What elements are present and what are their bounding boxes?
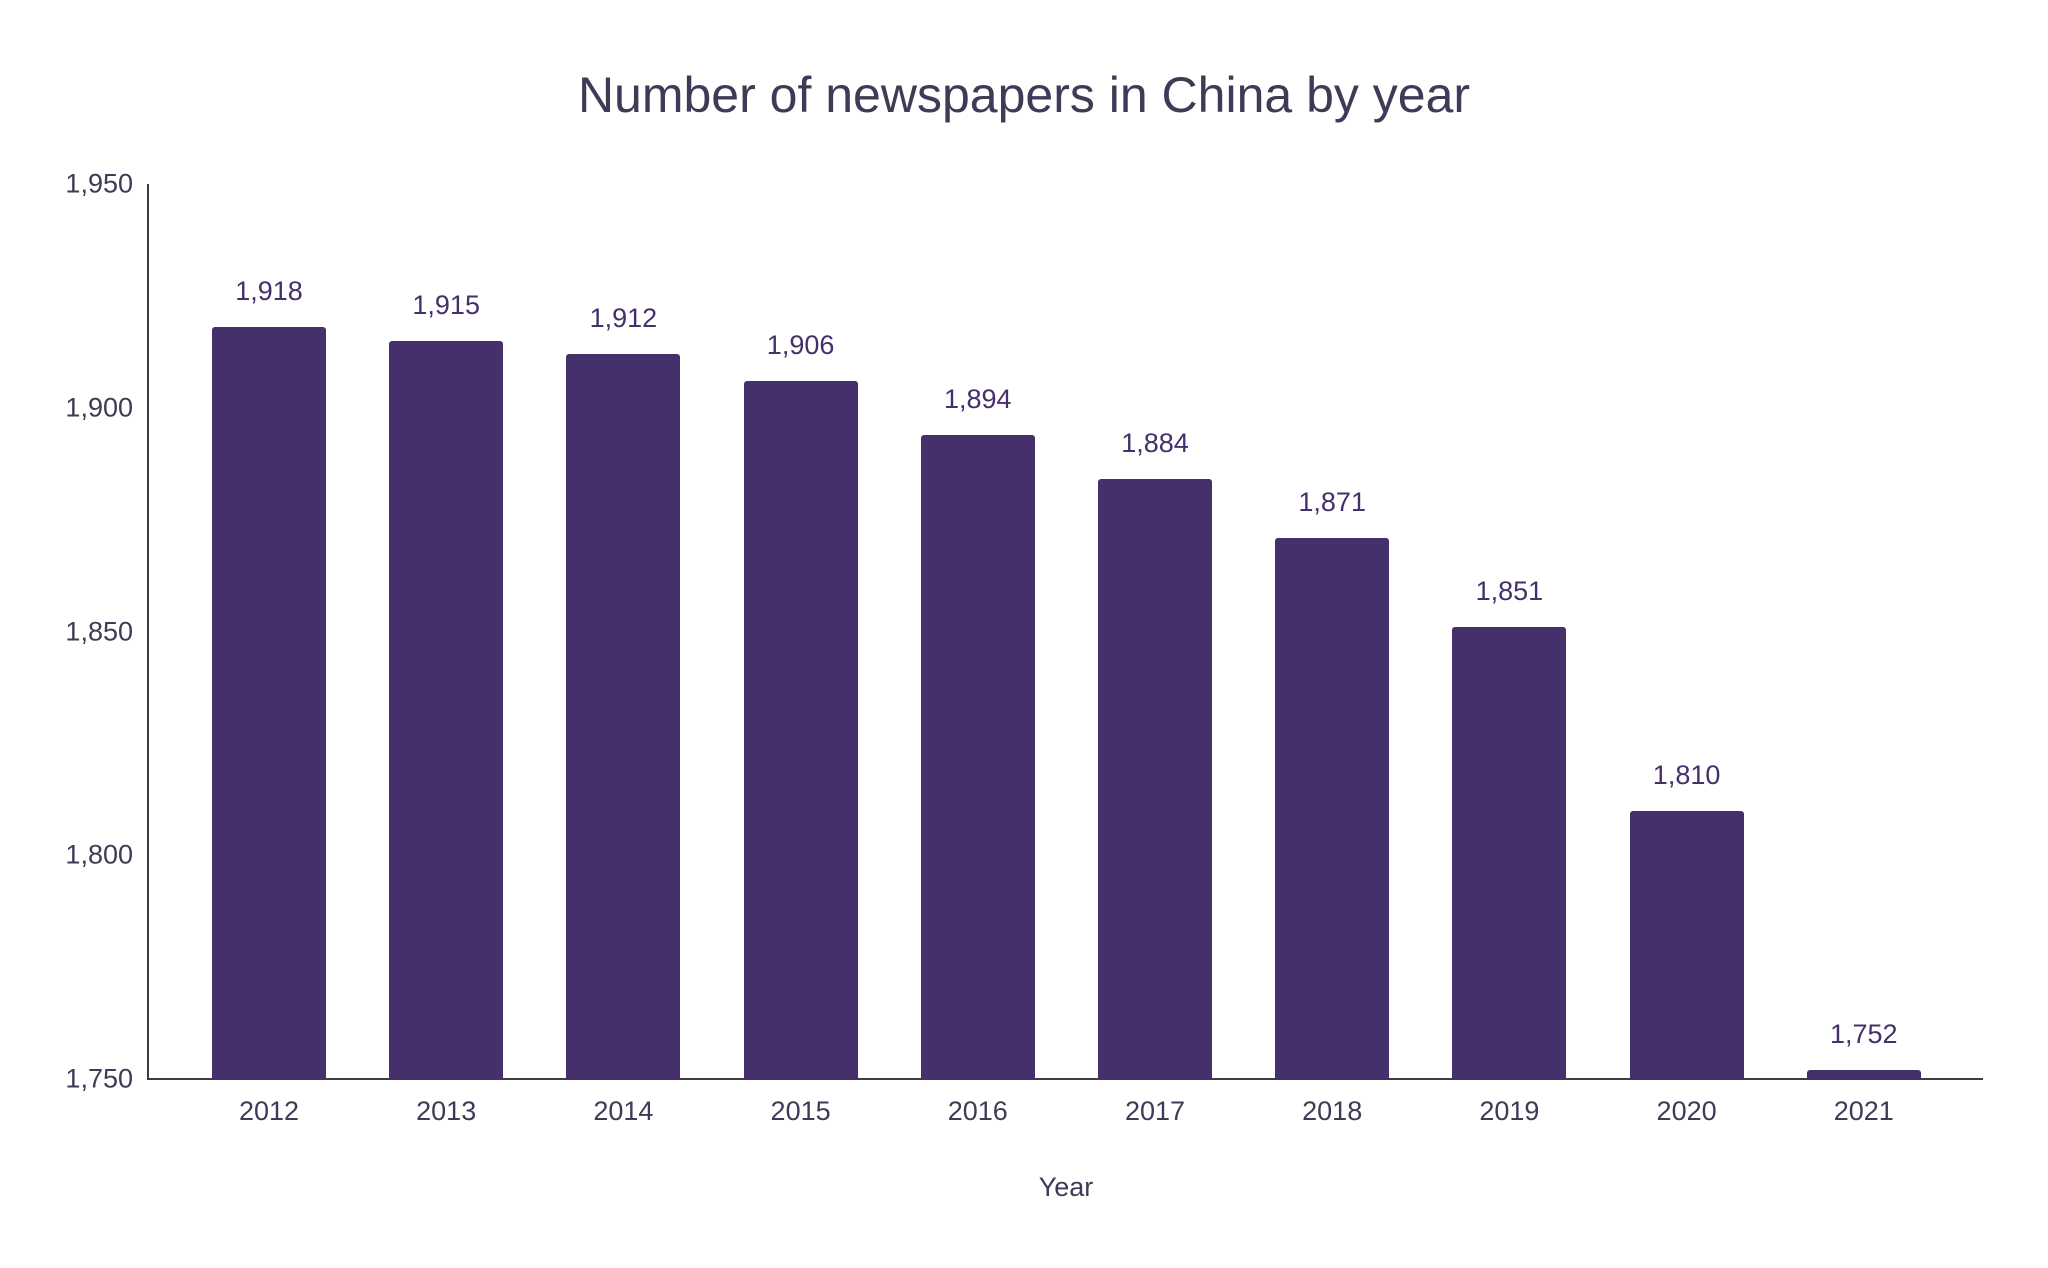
- bar-2012: [212, 327, 326, 1079]
- x-axis-line: [147, 1078, 1983, 1080]
- x-tick-label: 2018: [1302, 1096, 1363, 1126]
- value-label: 1,915: [412, 289, 480, 320]
- x-tick-label: 2013: [416, 1096, 477, 1126]
- value-label: 1,851: [1475, 576, 1544, 607]
- y-tick-label: 1,800: [65, 839, 133, 870]
- y-tick-label: 1,900: [65, 392, 133, 423]
- x-tick-label: 2019: [1479, 1096, 1540, 1126]
- y-tick-label: 1,950: [65, 168, 133, 199]
- bar-2018: [1275, 537, 1390, 1079]
- x-tick-label: 2014: [593, 1096, 654, 1126]
- value-label: 1,884: [1121, 428, 1189, 459]
- bar-2014: [566, 354, 681, 1079]
- y-tick-label: 1,850: [65, 616, 133, 646]
- x-tick-label: 2017: [1124, 1096, 1186, 1126]
- bar-2015: [743, 380, 858, 1079]
- x-tick-label: 2015: [770, 1096, 831, 1126]
- bar-2013: [389, 340, 504, 1079]
- value-label: 1,912: [589, 303, 658, 334]
- x-tick-label: 2021: [1833, 1096, 1894, 1126]
- x-tick-label: 2016: [947, 1096, 1008, 1126]
- bar-2017: [1098, 479, 1212, 1079]
- value-label: 1,871: [1298, 486, 1366, 517]
- bar-2016: [920, 434, 1035, 1079]
- y-axis-line: [147, 184, 149, 1080]
- value-label: 1,752: [1830, 1019, 1898, 1050]
- value-label: 1,906: [766, 329, 835, 360]
- x-tick-label: 2012: [238, 1096, 300, 1126]
- x-axis-title: Year: [1038, 1172, 1094, 1202]
- value-label: 1,894: [944, 383, 1012, 414]
- y-tick-label: 1,750: [65, 1063, 133, 1094]
- bar-2021: [1806, 1070, 1921, 1079]
- chart-title: Number of newspapers in China by year: [577, 67, 1471, 123]
- bar-2019: [1452, 627, 1567, 1079]
- value-label: 1,918: [235, 276, 303, 307]
- bar-2020: [1629, 810, 1744, 1079]
- x-tick-label: 2020: [1656, 1096, 1717, 1126]
- value-label: 1,810: [1652, 759, 1721, 790]
